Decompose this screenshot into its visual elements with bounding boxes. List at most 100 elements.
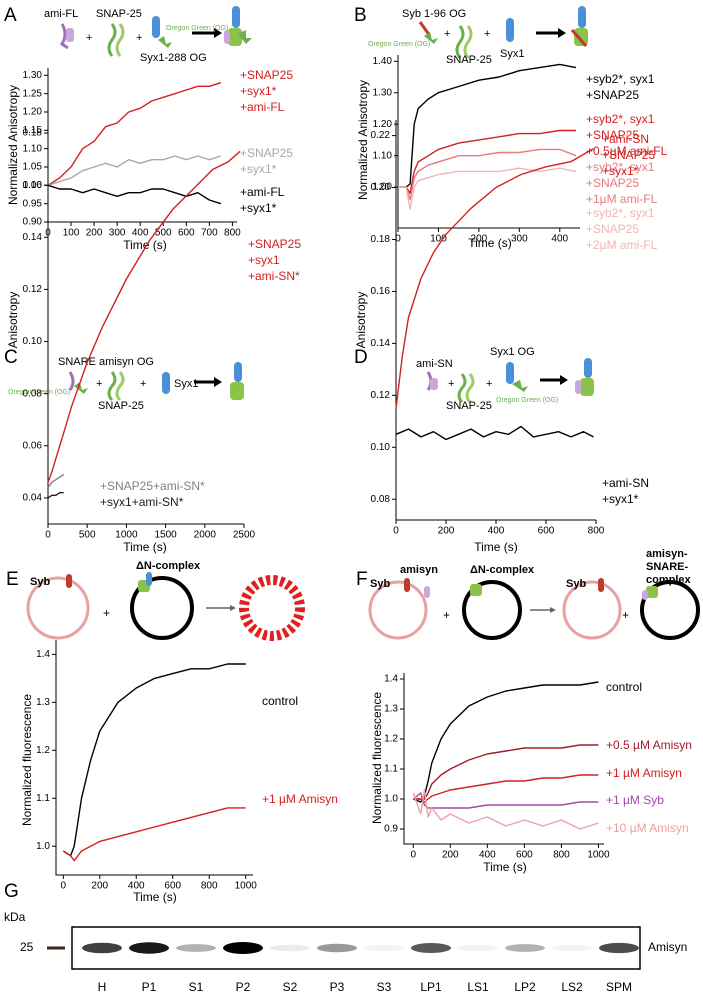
- blot-band: [82, 942, 122, 954]
- panel-letter: A: [4, 5, 17, 26]
- y-tick-label: 1.30: [373, 87, 393, 98]
- panel-letter: E: [6, 569, 19, 590]
- series-label: +2µM ami-FL: [586, 238, 658, 252]
- axis: [395, 120, 596, 521]
- lane-label: P3: [330, 980, 345, 994]
- y-tick-label: 0.12: [23, 284, 43, 295]
- diagram-label: SNAP-25: [96, 8, 142, 20]
- data-line: [398, 148, 577, 201]
- diagram-label: Syx1: [174, 378, 198, 390]
- diagram-label: Syb 1-96 OG: [402, 8, 466, 20]
- y-tick-label: 1.10: [23, 143, 43, 154]
- y-tick-label: 0.22: [371, 130, 391, 141]
- series-label: +1µM ami-FL: [586, 192, 658, 206]
- y-tick-label: 1.4: [384, 674, 398, 685]
- diagram-label: +: [622, 608, 629, 622]
- blot-marker: 25: [20, 940, 34, 954]
- diagram-label: +: [103, 606, 110, 620]
- diagram-label: Syb: [30, 576, 50, 588]
- blot-band: [364, 944, 404, 952]
- series-label: +ami-SN: [602, 476, 649, 490]
- y-axis-title: Anisotropy: [6, 292, 20, 349]
- data-line: [412, 792, 599, 809]
- y-tick-label: 0.18: [371, 234, 391, 245]
- diagram-label: complex: [646, 574, 692, 586]
- y-axis-title: Normalized fluorescence: [20, 694, 34, 826]
- series-label: +SNAP25: [586, 222, 639, 236]
- diagram-label: ΔN-complex: [470, 564, 535, 576]
- x-tick-label: 800: [588, 526, 605, 537]
- x-tick-label: 1500: [154, 530, 177, 541]
- diagram-label: Syx1-288 OG: [140, 52, 207, 64]
- axis: [397, 55, 580, 229]
- diagram-label: SNAP-25: [446, 54, 492, 66]
- y-tick-label: 0.18: [23, 128, 43, 139]
- blot-band: [599, 942, 639, 954]
- series-label: +SNAP25: [248, 237, 301, 251]
- diagram-label: SNAP-25: [446, 400, 492, 412]
- y-tick-label: 1.30: [23, 70, 43, 81]
- series-label: +syb2*, syx1: [586, 206, 655, 220]
- data-line: [398, 167, 577, 210]
- x-axis-title: Time (s): [123, 238, 167, 252]
- diagram-label: +: [136, 32, 142, 44]
- blot-band: [505, 944, 545, 952]
- blot-band: [129, 942, 169, 954]
- y-tick-label: 1.4: [36, 649, 50, 660]
- blot-band: [411, 943, 451, 953]
- series-label: +SNAP25: [586, 176, 639, 190]
- diagram-label: Oregon Green (OG): [496, 397, 558, 404]
- panel-letter: B: [354, 5, 367, 26]
- series-label: +syb2*, syx1: [586, 72, 655, 86]
- series-label: +10 µM Amisyn: [606, 821, 689, 835]
- blot-band: [223, 942, 263, 954]
- y-tick-label: 1.00: [23, 180, 43, 191]
- y-tick-label: 1.1: [384, 764, 398, 775]
- x-tick-label: 500: [79, 530, 96, 541]
- series-label: +SNAP25: [240, 146, 293, 160]
- diagram-label: Syx1 OG: [490, 346, 535, 358]
- y-tick-label: 1.0: [384, 794, 398, 805]
- diagram-label: +: [444, 28, 450, 40]
- y-axis-title: Normalized fluorescence: [370, 692, 384, 824]
- lane-label: S3: [377, 980, 392, 994]
- diagram-label: SNAP-25: [98, 400, 144, 412]
- x-tick-label: 600: [516, 850, 533, 861]
- x-tick-label: 600: [164, 881, 181, 892]
- diagram-label: Oregon Green (OG): [166, 25, 228, 32]
- y-tick-label: 1.1: [36, 793, 50, 804]
- y-tick-label: 1.2: [384, 734, 398, 745]
- series-label: +syb2*, syx1: [586, 112, 655, 126]
- y-tick-label: 1.2: [36, 745, 50, 756]
- diagram-label: +: [96, 378, 102, 390]
- y-axis-title: Normalized Anisotropy: [6, 85, 20, 205]
- x-tick-label: 200: [91, 881, 108, 892]
- diagram: ami-SN + SNAP-25 + Syx1 OG Oregon Green …: [416, 346, 594, 412]
- series-label: +syx1*: [240, 84, 277, 98]
- panel-letter: F: [356, 569, 368, 590]
- y-tick-label: 1.15: [23, 125, 43, 136]
- lane-label: P2: [236, 980, 251, 994]
- y-tick-label: 1.40: [373, 56, 393, 67]
- series-label: +syx1*: [602, 492, 639, 506]
- blot-band: [458, 944, 498, 952]
- diagram-label: +: [486, 378, 492, 390]
- x-tick-label: 100: [430, 234, 447, 245]
- diagram-label: amisyn: [400, 564, 438, 576]
- y-tick-label: 0.04: [23, 493, 43, 504]
- series-label: control: [606, 680, 642, 694]
- x-tick-label: 400: [132, 228, 149, 239]
- series-label: +1 µM Amisyn: [606, 766, 682, 780]
- data-line: [47, 492, 64, 499]
- y-tick-label: 0.12: [371, 390, 391, 401]
- x-tick-label: 200: [438, 526, 455, 537]
- data-line: [47, 473, 65, 488]
- series-label: +SNAP25: [586, 88, 639, 102]
- x-tick-label: 400: [479, 850, 496, 861]
- data-line: [395, 147, 594, 409]
- series-label: +SNAP25: [586, 128, 639, 142]
- blot-unit: kDa: [4, 910, 26, 924]
- diagram-label: Syx1: [500, 48, 524, 60]
- lane-label: LP2: [514, 980, 536, 994]
- diagram-label: +: [140, 378, 146, 390]
